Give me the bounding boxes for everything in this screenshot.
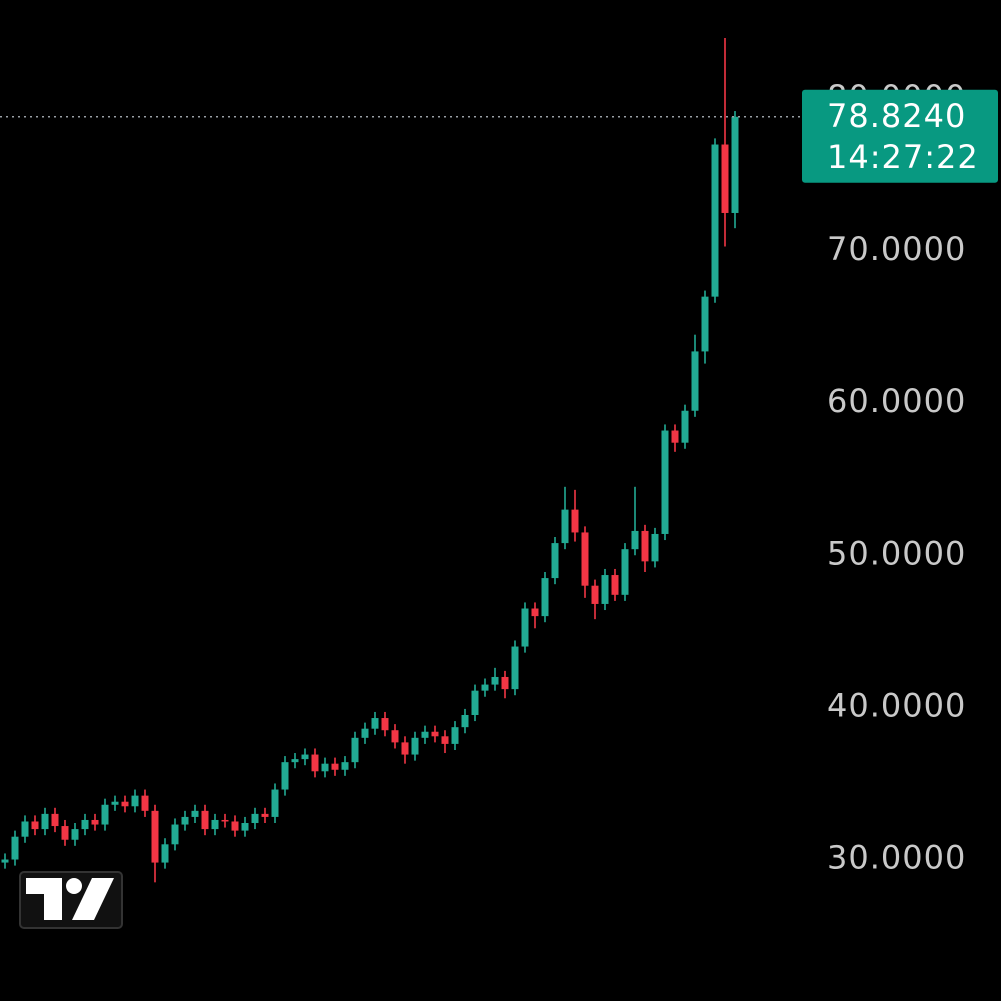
candle-body (1, 859, 9, 863)
candle-body (701, 296, 709, 352)
candle-body (241, 823, 249, 831)
candle-body (581, 532, 589, 586)
candle-body (631, 530, 639, 550)
y-tick-label: 40.0000 (827, 686, 966, 724)
candle-body (151, 810, 159, 863)
candle-body (421, 731, 429, 738)
candle-body (721, 144, 729, 213)
candle-body (401, 742, 409, 755)
candle-body (221, 819, 229, 822)
candle-body (51, 813, 59, 827)
y-tick-label: 70.0000 (827, 230, 966, 268)
y-tick-label: 30.0000 (827, 839, 966, 877)
candle-body (361, 728, 369, 738)
candle-body (341, 762, 349, 770)
candle-body (671, 430, 679, 443)
logo-shape (66, 878, 82, 894)
candle-body (261, 813, 269, 817)
logo-shape (26, 878, 62, 920)
candle-body (181, 816, 189, 825)
candle-body (541, 578, 549, 617)
candle-body (81, 819, 89, 830)
candle-body (141, 795, 149, 811)
candle-body (301, 754, 309, 760)
candle-body (351, 737, 359, 763)
candle-body (661, 430, 669, 534)
candle-body (571, 509, 579, 533)
candle-body (161, 844, 169, 863)
candle-body (651, 533, 659, 562)
candle-body (591, 585, 599, 604)
candle-body (331, 763, 339, 770)
candle-body (291, 759, 299, 763)
candle-body (731, 116, 739, 213)
candle-body (381, 718, 389, 731)
candle-body (691, 351, 699, 411)
candle-body (201, 810, 209, 830)
y-tick-label: 60.0000 (827, 382, 966, 420)
candle-body (461, 715, 469, 728)
y-axis: 30.000040.000050.000060.000070.000080.00… (827, 78, 966, 877)
candle-body (41, 813, 49, 830)
candle-body (441, 736, 449, 744)
price-box (802, 89, 998, 183)
candle-body (311, 754, 319, 772)
logo-shape (72, 878, 114, 920)
candle-body (11, 836, 19, 860)
candle-body (411, 737, 419, 755)
logo (19, 871, 123, 929)
candle-body (621, 549, 629, 595)
candle-body (611, 575, 619, 595)
candle-body (451, 727, 459, 744)
candle-body (111, 801, 119, 805)
candle-body (521, 608, 529, 647)
candle-body (371, 718, 379, 729)
candle-body (511, 646, 519, 690)
candle-body (321, 763, 329, 772)
candle-body (681, 410, 689, 443)
candle-body (551, 543, 559, 579)
candle-body (491, 676, 499, 685)
candle-body (71, 829, 79, 840)
candle-body (641, 530, 649, 562)
candle-body (561, 509, 569, 544)
candle-body (281, 762, 289, 790)
candle-body (391, 730, 399, 743)
candle-body (31, 821, 39, 830)
candle-body (431, 731, 439, 737)
candle-body (191, 810, 199, 817)
candle-body (131, 795, 139, 807)
candle-body (601, 575, 609, 604)
candle-body (501, 676, 509, 690)
candle-body (121, 801, 129, 807)
candle-body (711, 144, 719, 297)
candle-body (61, 826, 69, 840)
candles (1, 38, 739, 883)
candle-body (171, 824, 179, 845)
candle-body (251, 813, 259, 824)
candle-body (231, 821, 239, 831)
y-tick-label: 50.0000 (827, 534, 966, 572)
candle-body (91, 819, 99, 825)
candle-body (101, 804, 109, 825)
last-price-label: 78.8240 (827, 97, 966, 135)
candle-body (21, 821, 29, 837)
candle-body (271, 789, 279, 817)
candle-body (481, 684, 489, 691)
candle-body (531, 608, 539, 617)
last-time-label: 14:27:22 (827, 138, 979, 176)
candle-body (211, 819, 219, 830)
candle-body (471, 690, 479, 715)
